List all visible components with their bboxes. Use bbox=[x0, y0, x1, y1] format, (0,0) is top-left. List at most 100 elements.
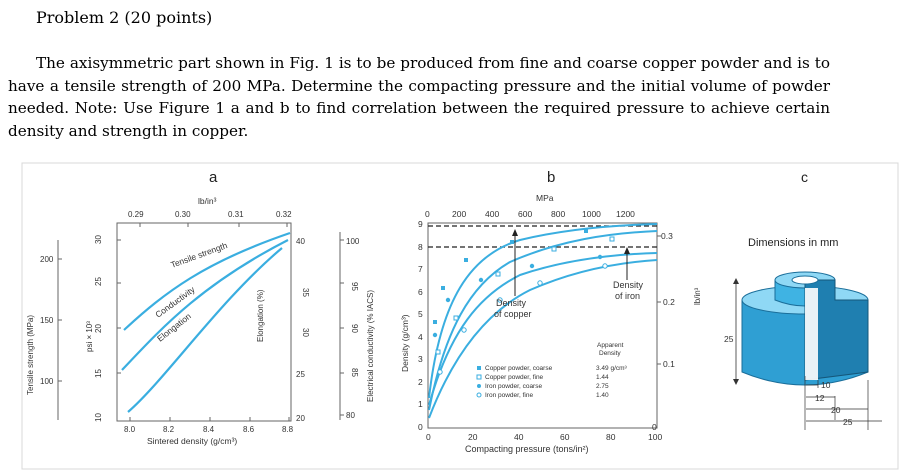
panel-b-right-label: lb/in³ bbox=[693, 287, 702, 305]
legend-item-name: Iron powder, coarse bbox=[485, 383, 542, 390]
iron-fine-curve bbox=[428, 259, 658, 419]
copper-fine-curve bbox=[428, 230, 658, 411]
panel-c-caption: Dimensions in mm bbox=[748, 237, 838, 249]
a-cond-tick: 95 bbox=[350, 282, 359, 291]
panel-b: b MPa 0 200 400 600 800 1000 1200 9 8 7 … bbox=[400, 169, 702, 454]
panel-b-top-unit: MPa bbox=[536, 193, 554, 203]
copper-density-annot-1: Density bbox=[496, 298, 527, 308]
a-top-tick: 0.30 bbox=[175, 210, 191, 219]
panel-b-right-ticks: 0.3 0.2 0.1 0 bbox=[652, 231, 675, 432]
dim-mid2: 20 bbox=[831, 405, 841, 415]
problem-statement: The axisymmetric part shown in Fig. 1 is… bbox=[8, 54, 830, 140]
a-elong-tick: 35 bbox=[301, 288, 310, 297]
panel-a-elong-label: Elongation (%) bbox=[256, 289, 265, 342]
a-top-tick: 0.32 bbox=[276, 210, 292, 219]
b-y-tick: 9 bbox=[418, 219, 423, 229]
a-x-tick: 8.4 bbox=[203, 425, 215, 434]
panel-b-y-ticks: 9 8 7 6 5 4 3 2 1 0 bbox=[418, 219, 423, 432]
b-y-tick: 1 bbox=[418, 399, 423, 409]
b-y-tick: 0 bbox=[418, 422, 423, 432]
panel-b-top-ticks: 0 200 400 600 800 1000 1200 bbox=[425, 209, 635, 219]
b-y-tick: 6 bbox=[418, 287, 423, 297]
b-right-tick: 0.2 bbox=[663, 297, 675, 307]
b-right-tick: 0.1 bbox=[663, 359, 675, 369]
panel-a-x-label: Sintered density (g/cm³) bbox=[147, 436, 237, 446]
iron-density-annot-2: of iron bbox=[615, 291, 640, 301]
iron-coarse-curve bbox=[428, 252, 658, 406]
b-x-tick: 0 bbox=[426, 432, 431, 442]
problem-title: Problem 2 (20 points) bbox=[36, 8, 213, 27]
b-x-tick: 40 bbox=[514, 432, 524, 442]
a-elong-tick: 25 bbox=[296, 370, 305, 379]
b-right-tick: 0.3 bbox=[661, 231, 673, 241]
a-mpa-tick: 100 bbox=[40, 377, 54, 386]
a-psi-tick: 20 bbox=[94, 324, 103, 333]
a-x-tick: 8.2 bbox=[163, 425, 175, 434]
a-psi-tick: 15 bbox=[94, 369, 103, 378]
b-top-tick: 800 bbox=[551, 209, 565, 219]
panel-a-x-ticks: 8.0 8.2 8.4 8.6 8.8 bbox=[124, 425, 294, 434]
b-x-tick: 60 bbox=[560, 432, 570, 442]
b-y-tick: 2 bbox=[418, 377, 423, 387]
panel-a-cond-label: Electrical conductivity (% IACS) bbox=[366, 290, 375, 402]
a-top-tick: 0.31 bbox=[228, 210, 244, 219]
a-mpa-tick: 200 bbox=[40, 255, 54, 264]
panel-a-cond-ticks: 100 95 90 85 80 bbox=[346, 237, 360, 420]
panel-b-legend: Apparent Density Copper powder, coarse 3… bbox=[476, 342, 628, 399]
dim-mid: 12 bbox=[815, 393, 825, 403]
b-x-tick: 100 bbox=[648, 432, 662, 442]
dim-outer: 25 bbox=[843, 417, 853, 427]
panel-a-elong-ticks: 40 35 30 25 20 bbox=[296, 237, 310, 423]
panel-a-plot-box bbox=[116, 222, 292, 422]
a-cond-tick: 80 bbox=[346, 411, 355, 420]
a-elong-tick: 30 bbox=[301, 328, 310, 337]
b-top-tick: 0 bbox=[425, 209, 430, 219]
legend-header-1: Apparent bbox=[597, 342, 624, 349]
legend-header-2: Density bbox=[599, 350, 621, 357]
panel-b-letter: b bbox=[547, 169, 555, 186]
panel-b-y-label: Density (g/cm³) bbox=[400, 314, 410, 372]
a-elong-tick: 40 bbox=[296, 237, 305, 246]
b-top-tick: 1000 bbox=[582, 209, 601, 219]
a-cond-tick: 100 bbox=[346, 237, 360, 246]
b-top-tick: 600 bbox=[518, 209, 532, 219]
legend-item-value: 3.49 g/cm³ bbox=[596, 365, 628, 372]
a-x-tick: 8.0 bbox=[124, 425, 136, 434]
dim-inner: 10 bbox=[821, 380, 831, 390]
b-y-tick: 5 bbox=[418, 309, 423, 319]
panel-a-psi-ticks: 30 25 20 15 10 bbox=[94, 235, 103, 422]
a-x-tick: 8.8 bbox=[282, 425, 294, 434]
legend-item-name: Copper powder, fine bbox=[485, 374, 544, 381]
b-top-tick: 1200 bbox=[616, 209, 635, 219]
copper-density-annot-2: of copper bbox=[494, 309, 532, 319]
a-psi-tick: 10 bbox=[94, 413, 103, 422]
panel-a-letter: a bbox=[209, 169, 218, 186]
b-y-tick: 4 bbox=[418, 332, 423, 342]
b-y-tick: 3 bbox=[418, 354, 423, 364]
panel-a-mpa-label: Tensile strength (MPa) bbox=[26, 315, 35, 395]
b-y-tick: 8 bbox=[418, 242, 423, 252]
tensile-strength-curve bbox=[123, 231, 291, 331]
elongation-curve bbox=[127, 247, 283, 413]
b-x-tick: 20 bbox=[468, 432, 478, 442]
panel-b-plot-box bbox=[427, 222, 658, 429]
b-top-tick: 400 bbox=[485, 209, 499, 219]
a-mpa-tick: 150 bbox=[40, 316, 54, 325]
legend-item-name: Copper powder, coarse bbox=[485, 365, 553, 372]
b-right-tick: 0 bbox=[652, 422, 657, 432]
b-top-tick: 200 bbox=[452, 209, 466, 219]
a-cond-tick: 90 bbox=[350, 324, 359, 333]
legend-item-value: 2.75 bbox=[596, 383, 609, 390]
b-x-tick: 80 bbox=[606, 432, 616, 442]
curve-markers bbox=[432, 229, 603, 338]
a-elong-tick: 20 bbox=[296, 414, 305, 423]
a-psi-tick: 25 bbox=[94, 277, 103, 286]
panel-b-x-ticks: 0 20 40 60 80 100 bbox=[426, 432, 662, 442]
panel-a-psi-label: psi × 10³ bbox=[85, 321, 94, 352]
panel-a-mpa-ticks: 200 150 100 bbox=[40, 255, 54, 386]
a-x-tick: 8.6 bbox=[243, 425, 255, 434]
legend-item-value: 1.44 bbox=[596, 374, 609, 381]
a-top-tick: 0.29 bbox=[128, 210, 144, 219]
conductivity-curve bbox=[121, 239, 289, 371]
